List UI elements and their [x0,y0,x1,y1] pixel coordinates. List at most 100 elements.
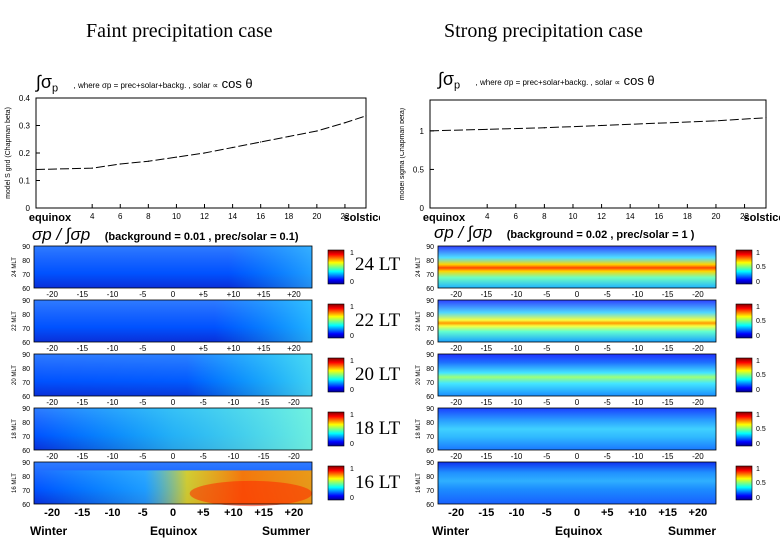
panel-x-tick: -15 [481,452,493,461]
heatmap-frame [33,299,313,343]
panel-x-tick: -15 [481,290,493,299]
colorbar [327,411,345,447]
panel-x-tick: +20 [285,507,304,519]
panel-y-tick: 80 [22,474,30,481]
panel-x-tick: -15 [481,344,493,353]
panel-x-tick: +15 [257,290,271,299]
y-tick-label: 1 [420,127,425,136]
x-tick-label: 16 [654,212,663,221]
panel-x-tick: +5 [601,507,614,519]
panel-y-tick: 60 [426,394,434,401]
panel-x-tick: -5 [139,344,147,353]
panel-x-tick: -20 [44,507,60,519]
colorbar [327,249,345,285]
panel-x-tick: 0 [170,507,176,519]
panel-x-tick: 0 [575,290,580,299]
panel-y-label: 16 MLT [12,473,18,493]
panel-x-tick: 0 [171,452,176,461]
heatmap-base [438,354,716,396]
series-point [175,156,178,158]
colorbar-tick: 0 [756,279,760,286]
colorbar-tick: 0 [350,279,354,286]
colorbar-tick: 0.5 [756,426,766,433]
panel-x-tick: -5 [542,507,552,519]
panel-x-tick: -10 [107,290,119,299]
panel-x-tick: -10 [107,344,119,353]
panel-x-tick: -20 [692,290,704,299]
right-line-chart: 00.5146810121416182022equinoxsolsticemod… [399,62,780,232]
panel-x-tick: -15 [77,398,89,407]
panel-y-tick: 60 [426,502,434,509]
y-axis-label: model sigma (Chapman beta) [400,108,406,200]
x-tick-label: 12 [200,212,209,221]
heatmap-frame [33,407,313,451]
panel-x-tick: -10 [105,507,121,519]
panel-x-tick: 0 [575,344,580,353]
y-tick-label: 0.4 [19,94,31,103]
heatmap-overlay [34,300,312,342]
heatmap-base [438,408,716,450]
panel-x-tick: +15 [658,507,677,519]
colorbar-tick: 0.5 [756,318,766,325]
heatmap-frame [437,245,717,289]
left-heatmap-0: 90 80 70 60 24 MLT -20 -15 -10 -5 0 +5 +10 +15 +20 1 0 [12,244,354,299]
panel-x-tick: -20 [46,344,58,353]
panel-y-tick: 60 [22,448,30,455]
colorbar-tick: 0.5 [756,264,766,271]
series-point [543,127,545,129]
panel-x-tick: -20 [46,452,58,461]
left-line-chart: 0 0.1 0.2 0.3 0.4 4 6 8 10 12 14 16 18 20 22 equinox sol… [0,62,384,232]
colorbar-tick: 0 [756,387,760,394]
series-point [429,130,431,132]
series-point [344,122,346,124]
colorbar [327,303,345,339]
panel-y-tick: 80 [426,366,434,373]
panel-x-tick: -15 [662,290,674,299]
panel-x-tick: +20 [287,344,301,353]
x-tick-label: 8 [146,212,151,221]
x-tick-label: 6 [514,212,519,221]
panel-y-tick: 90 [22,352,30,359]
heatmap-frame [437,299,717,343]
panel-y-tick: 60 [22,286,30,293]
panel-x-tick: +5 [197,507,210,519]
heatmap-base [438,246,716,288]
left-ratio-header: σp / ∫σp (background = 0.01 , prec/solar… [32,225,299,244]
panel-x-tick: -5 [200,452,208,461]
series-point [119,163,121,165]
x-tick-label: 10 [569,212,578,221]
lt-label-20: 20 LT [355,364,401,385]
right-equinox-label: Equinox [555,524,603,538]
panel-y-label: 16 MLT [416,473,422,493]
series-point [365,115,367,117]
panel-x-tick: -10 [632,452,644,461]
panel-x-tick: -10 [632,398,644,407]
left-line-formula: ∫σp , where σp = prec+solar+backg. , sol… [36,72,253,95]
panel-x-tick: -15 [77,344,89,353]
panel-x-tick: 0 [171,344,176,353]
panel-y-tick: 60 [426,286,434,293]
panel-x-tick: -10 [511,398,523,407]
panel-y-tick: 80 [426,420,434,427]
panel-x-tick: -5 [543,344,551,353]
right-heatmap-2: 90 80 70 60 20 MLT -20 -15 -10 -5 0 -5 -10 -15 -20 1 0.… [416,352,766,407]
heatmap-frame [33,461,313,505]
x-start-label: equinox [29,212,72,224]
panel-x-tick: -15 [258,398,270,407]
panel-x-tick: 0 [575,452,580,461]
panel-x-tick: -20 [450,344,462,353]
panel-y-tick: 90 [22,406,30,413]
right-heatmap-1: 90 80 70 60 22 MLT -20 -15 -10 -5 0 -5 -10 -15 -20 1 0.… [416,298,766,353]
colorbar-tick: 1 [350,358,354,365]
panel-y-tick: 70 [22,326,30,333]
lt-label-18: 18 LT [355,418,401,439]
panel-x-tick: -5 [604,344,612,353]
panel-x-tick: 0 [171,398,176,407]
panel-y-tick: 60 [22,340,30,347]
panel-x-tick: -5 [604,398,612,407]
colorbar-tick: 0 [350,333,354,340]
colorbar [735,357,753,393]
panel-y-tick: 60 [426,448,434,455]
panel-x-tick: -10 [632,290,644,299]
series-point [316,130,318,132]
